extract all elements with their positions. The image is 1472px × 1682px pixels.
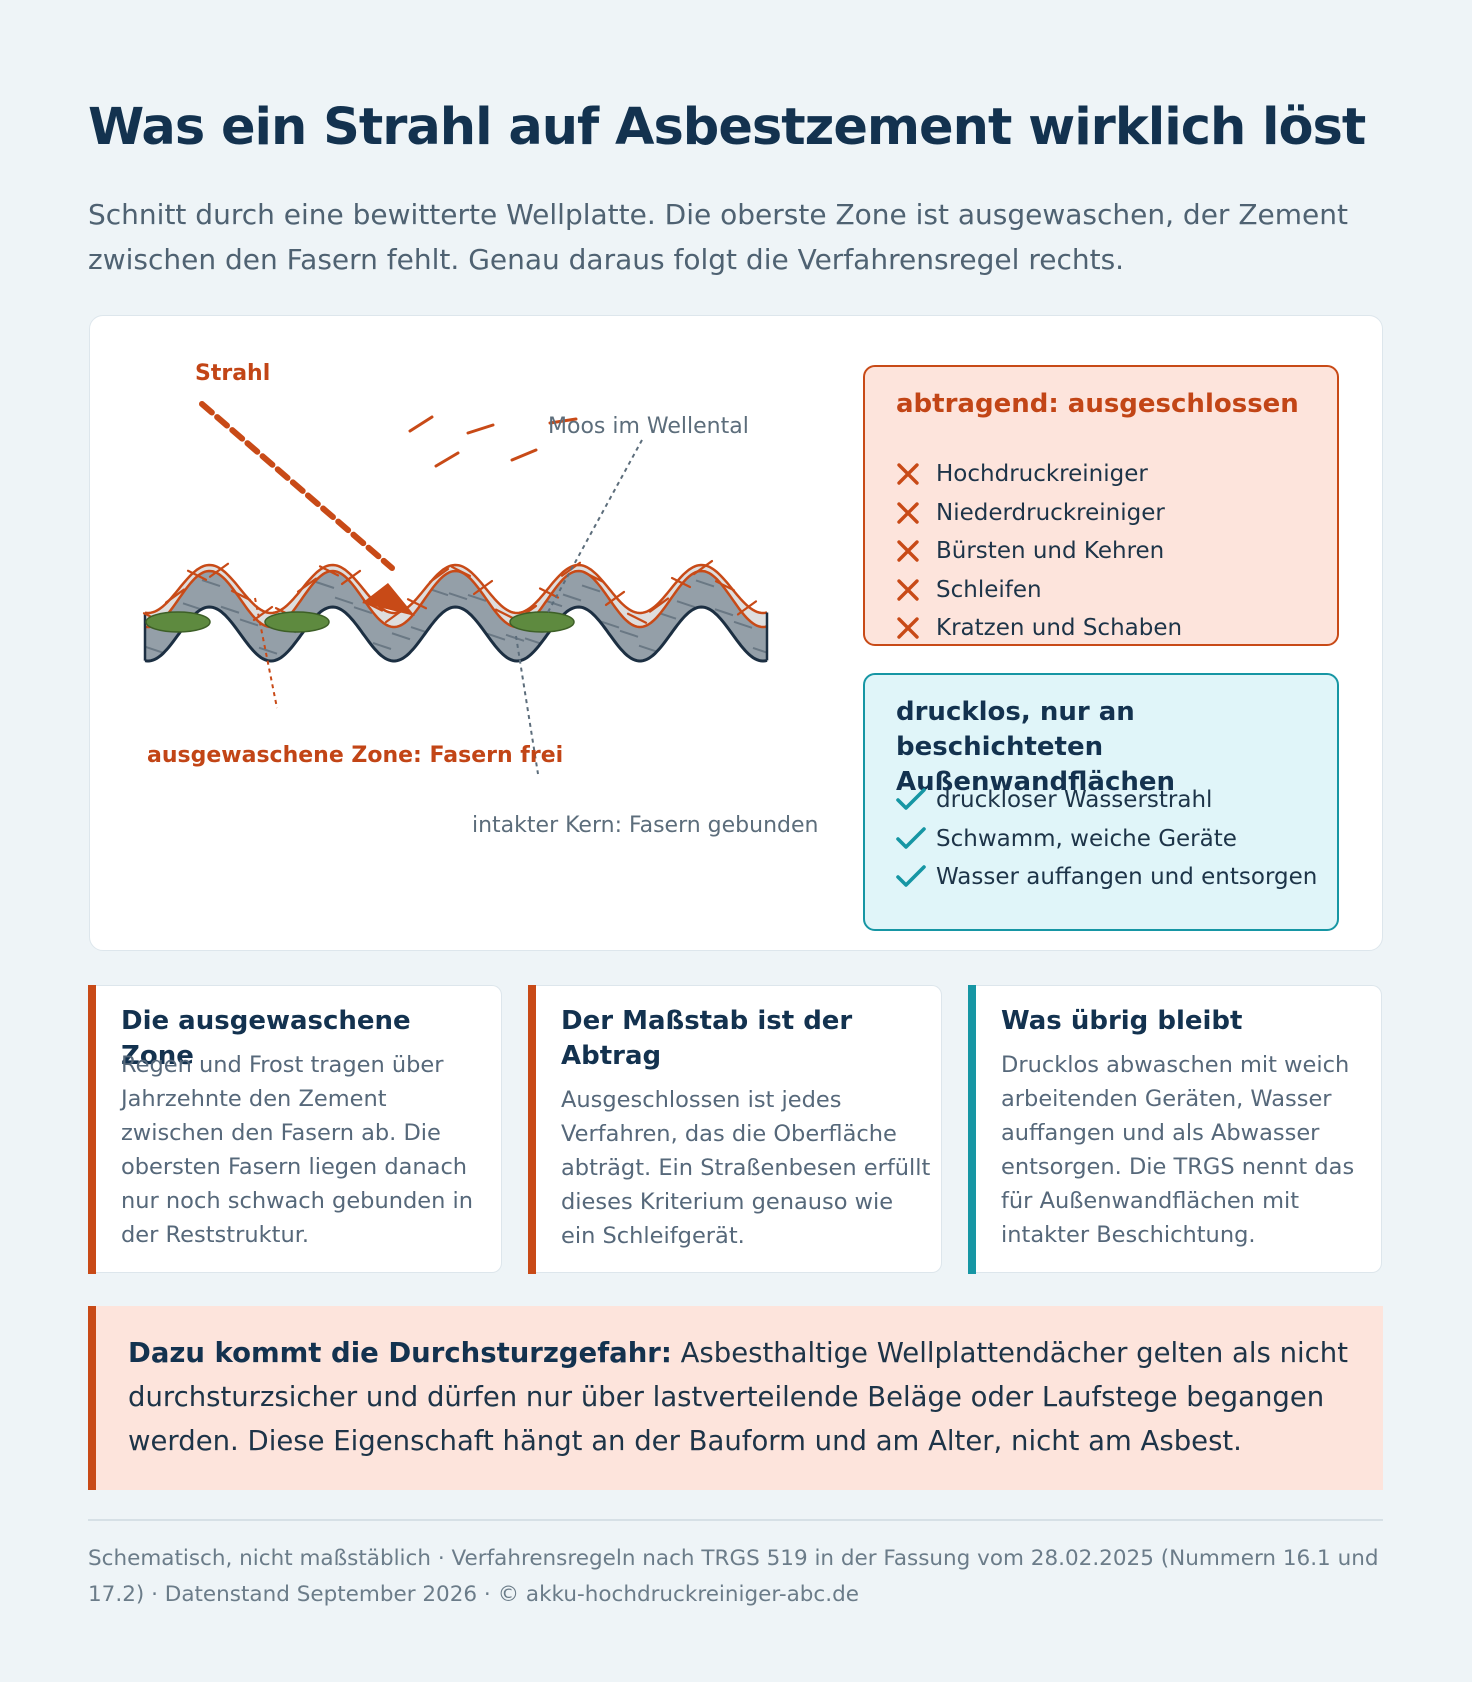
check-icon <box>896 864 936 890</box>
excluded-methods-box: abtragend: ausgeschlossen Hochdruckreini… <box>863 365 1339 646</box>
excluded-item-label: Kratzen und Schaben <box>936 615 1183 642</box>
moss-patches <box>145 611 575 633</box>
intact-core <box>145 571 767 661</box>
card-body: Regen und Frost tragen über Jahrzehnte d… <box>121 1052 474 1248</box>
jet-arrow <box>199 401 415 616</box>
moos-label: Moos im Wellental <box>548 414 749 439</box>
allowed-title: drucklos, nur an beschichteten Außenwand… <box>896 697 1176 797</box>
cross-icon <box>896 616 936 640</box>
excluded-item: Schleifen <box>896 571 1182 610</box>
excluded-item-label: Schleifen <box>936 576 1042 603</box>
airborne-fibers <box>408 415 578 468</box>
page-title: Was ein Strahl auf Asbestzement wirklich… <box>88 98 1366 157</box>
callout-body: Asbesthaltige Wellplattendächer gelten a… <box>128 1337 1349 1457</box>
allowed-list: druckloser Wasserstrahl Schwamm, weiche … <box>896 781 1317 897</box>
excluded-title: abtragend: ausgeschlossen <box>896 389 1299 419</box>
callout-text: Dazu kommt die Durchsturzgefahr: Asbesth… <box>128 1331 1358 1463</box>
strahl-label: Strahl <box>195 361 271 386</box>
page-subtitle: Schnitt durch eine bewitterte Wellplatte… <box>88 198 1348 276</box>
excluded-item: Hochdruckreiniger <box>896 455 1182 494</box>
cross-icon <box>896 462 936 486</box>
cross-icon <box>896 501 936 525</box>
excluded-list: Hochdruckreiniger Niederdruckreiniger Bü… <box>896 455 1182 648</box>
zone-leader-line <box>254 597 278 709</box>
sheet-underside-line <box>144 605 768 663</box>
allowed-methods-box: drucklos, nur an beschichteten Außenwand… <box>863 673 1339 931</box>
corrugated-sheet-cross-section <box>142 401 769 775</box>
cross-icon <box>896 578 936 602</box>
allowed-item-label: Schwamm, weiche Geräte <box>936 825 1237 852</box>
footer-divider <box>88 1519 1383 1521</box>
card-title: Was übrig bleibt <box>1001 1006 1243 1036</box>
excluded-item: Bürsten und Kehren <box>896 532 1182 571</box>
excluded-item-label: Niederdruckreiniger <box>936 499 1165 526</box>
info-card-remaining: Was übrig bleibt Drucklos abwaschen mit … <box>968 984 1382 1274</box>
card-body: Drucklos abwaschen mit weich arbeitenden… <box>1001 1052 1355 1248</box>
allowed-item: Schwamm, weiche Geräte <box>896 820 1317 859</box>
allowed-item: Wasser auffangen und entsorgen <box>896 858 1317 897</box>
kern-label: intakter Kern: Fasern gebunden <box>472 813 819 838</box>
allowed-item-label: druckloser Wasserstrahl <box>936 787 1213 814</box>
allowed-item: druckloser Wasserstrahl <box>896 781 1317 820</box>
card-body: Ausgeschlossen ist jedes Verfahren, das … <box>561 1087 931 1249</box>
excluded-item: Kratzen und Schaben <box>896 609 1182 648</box>
excluded-item-label: Hochdruckreiniger <box>936 461 1148 488</box>
moos-leader-line <box>547 439 643 613</box>
zone-label: ausgewaschene Zone: Fasern frei <box>147 743 564 768</box>
callout-lead: Dazu kommt die Durchsturzgefahr: <box>128 1337 672 1369</box>
footer-note: Schematisch, nicht maßstäblich · Verfahr… <box>88 1546 1379 1607</box>
cross-icon <box>896 539 936 563</box>
card-title: Der Maßstab ist der Abtrag <box>561 1006 853 1071</box>
info-card-abtrag: Der Maßstab ist der Abtrag Ausgeschlosse… <box>528 984 942 1274</box>
allowed-item-label: Wasser auffangen und entsorgen <box>936 864 1318 891</box>
warning-callout: Dazu kommt die Durchsturzgefahr: Asbesth… <box>88 1306 1383 1490</box>
card-title: Die ausgewaschene Zone <box>121 1006 411 1071</box>
check-icon <box>896 787 936 813</box>
excluded-item-label: Bürsten und Kehren <box>936 538 1165 565</box>
info-card-zone: Die ausgewaschene Zone Regen und Frost t… <box>88 984 502 1274</box>
excluded-item: Niederdruckreiniger <box>896 494 1182 533</box>
zone-boundary-line <box>144 569 768 629</box>
check-icon <box>896 826 936 852</box>
diagram-card: Strahl Moos im Wellental ausgewaschene Z… <box>89 315 1383 951</box>
